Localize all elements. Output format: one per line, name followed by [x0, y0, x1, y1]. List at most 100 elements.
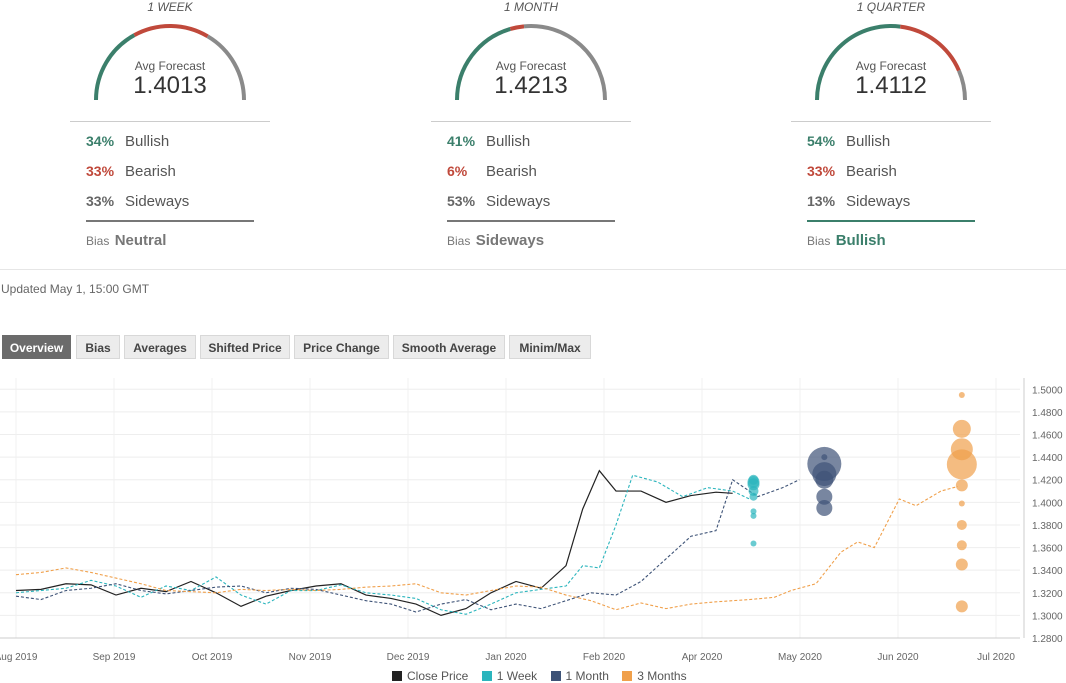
series-line-1-week [15, 474, 750, 615]
legend-swatch [550, 671, 561, 681]
tab-overview[interactable]: Overview [2, 335, 71, 359]
gauge-bullish-arc [455, 27, 511, 101]
gauge-bearish-arc [133, 24, 209, 39]
y-tick-label: 1.2800 [1032, 634, 1063, 645]
avg-forecast-label: Avg Forecast [495, 59, 567, 73]
bias-row: Bias Sideways [447, 232, 544, 249]
sentiment-gauge [455, 24, 607, 101]
forecast-bubble-3-months[interactable] [952, 419, 971, 438]
gauge-bullish-arc [94, 33, 136, 101]
bearish-row: 33% Bearish [86, 163, 176, 180]
bias-label: Bias [86, 234, 110, 248]
bearish-row: 6% Bearish [447, 163, 537, 180]
bias-label: Bias [807, 234, 831, 248]
avg-forecast-value: 1.4013 [133, 72, 207, 99]
forecast-bubble-1-month[interactable] [816, 488, 833, 505]
bias-row: Bias Neutral [86, 232, 166, 249]
forecast-bubble-3-months[interactable] [958, 391, 965, 398]
bullish-label: Bullish [125, 133, 170, 150]
x-tick-label: May 2020 [778, 652, 822, 663]
sideways-row: 53% Sideways [447, 193, 550, 210]
legend-item-1-month[interactable]: 1 Month [550, 669, 609, 683]
y-tick-label: 1.4800 [1032, 408, 1063, 419]
forecast-chart: 1.2800 1.3000 1.3200 1.3400 1.3600 1.3800 1.40… [0, 378, 1063, 663]
bullish-row: 34% Bullish [86, 133, 169, 150]
legend-item-close-price[interactable]: Close Price [392, 669, 468, 683]
tab-shifted-price[interactable]: Shifted Price [200, 335, 290, 359]
legend-swatch [392, 671, 402, 681]
gauge-sideways-arc [957, 69, 967, 101]
legend-label: 1 Week [496, 669, 538, 683]
forecast-bubble-1-week[interactable] [748, 474, 759, 485]
tab-minim-max[interactable]: Minim/Max [509, 335, 591, 359]
tab-smooth-average[interactable]: Smooth Average [393, 335, 505, 359]
bearish-percent: 6% [447, 163, 468, 179]
bullish-percent: 34% [86, 133, 115, 149]
y-tick-label: 1.3600 [1032, 544, 1063, 555]
updated-timestamp: Updated May 1, 15:00 GMT [1, 282, 150, 296]
series-line-1-month [15, 478, 800, 613]
chart-legend: Close Price 1 Week 1 Month 3 Months [392, 669, 697, 683]
bearish-percent: 33% [807, 163, 836, 179]
bias-divider [447, 220, 615, 222]
panel-divider [431, 121, 631, 122]
forecast-bubble-1-month[interactable] [821, 454, 828, 461]
sentiment-gauge [94, 24, 246, 101]
panel-divider [70, 121, 270, 122]
forecast-bubble-1-week[interactable] [750, 508, 757, 515]
series-line-3-months [15, 485, 958, 611]
forecast-bubble-1-week[interactable] [750, 512, 757, 519]
sideways-label: Sideways [125, 193, 190, 210]
forecast-bubble-3-months[interactable] [955, 558, 968, 571]
bias-label: Bias [447, 234, 471, 248]
bearish-label: Bearish [486, 163, 537, 180]
x-tick-label: Apr 2020 [682, 652, 723, 663]
forecast-bubble-3-months[interactable] [956, 540, 967, 551]
legend-item-1-week[interactable]: 1 Week [481, 669, 538, 683]
legend-item-3-months[interactable]: 3 Months [622, 669, 687, 683]
sideways-row: 33% Sideways [86, 193, 189, 210]
sideways-percent: 13% [807, 193, 836, 209]
gauge-bearish-arc [509, 24, 525, 31]
bearish-row: 33% Bearish [807, 163, 897, 180]
tab-bias[interactable]: Bias [76, 335, 120, 359]
y-tick-label: 1.4200 [1032, 476, 1063, 487]
legend-label: 1 Month [565, 669, 609, 683]
x-tick-label: Jan 2020 [485, 652, 527, 663]
gauge-bullish-arc [815, 24, 901, 101]
y-tick-label: 1.3000 [1032, 611, 1063, 622]
sideways-percent: 33% [86, 193, 115, 209]
bias-divider [86, 220, 254, 222]
series-line-close-price [15, 469, 733, 617]
bullish-percent: 41% [447, 133, 476, 149]
avg-forecast-value: 1.4112 [855, 72, 927, 99]
bullish-label: Bullish [486, 133, 531, 150]
tab-price-change[interactable]: Price Change [294, 335, 389, 359]
forecast-bubble-3-months[interactable] [955, 479, 968, 492]
forecast-bubble-1-week[interactable] [750, 540, 757, 547]
legend-label: 3 Months [637, 669, 687, 683]
bias-value: Sideways [475, 232, 545, 249]
forecast-bubble-3-months[interactable] [958, 500, 965, 507]
x-tick-label: Dec 2019 [387, 652, 430, 663]
forecast-bubble-3-months[interactable] [950, 438, 973, 461]
tab-averages[interactable]: Averages [124, 335, 196, 359]
legend-swatch [481, 671, 492, 681]
bullish-row: 41% Bullish [447, 133, 530, 150]
bias-row: Bias Bullish [807, 232, 886, 249]
gauge-sideways-arc [523, 24, 607, 101]
y-tick-label: 1.3400 [1032, 566, 1063, 577]
x-tick-label: Jul 2020 [977, 652, 1015, 663]
sideways-label: Sideways [846, 193, 911, 210]
legend-swatch [622, 671, 633, 681]
forecast-bubble-1-month[interactable] [815, 470, 834, 489]
bullish-row: 54% Bullish [807, 133, 890, 150]
panel-title: 1 WEEK [147, 0, 193, 14]
forecast-bubble-3-months[interactable] [955, 600, 968, 613]
forecast-bubble-1-month[interactable] [816, 500, 833, 516]
y-tick-label: 1.4600 [1032, 431, 1063, 442]
forecast-bubble-3-months[interactable] [956, 519, 967, 530]
gauge-sideways-arc [206, 34, 246, 101]
bearish-label: Bearish [846, 163, 897, 180]
bullish-label: Bullish [846, 133, 891, 150]
